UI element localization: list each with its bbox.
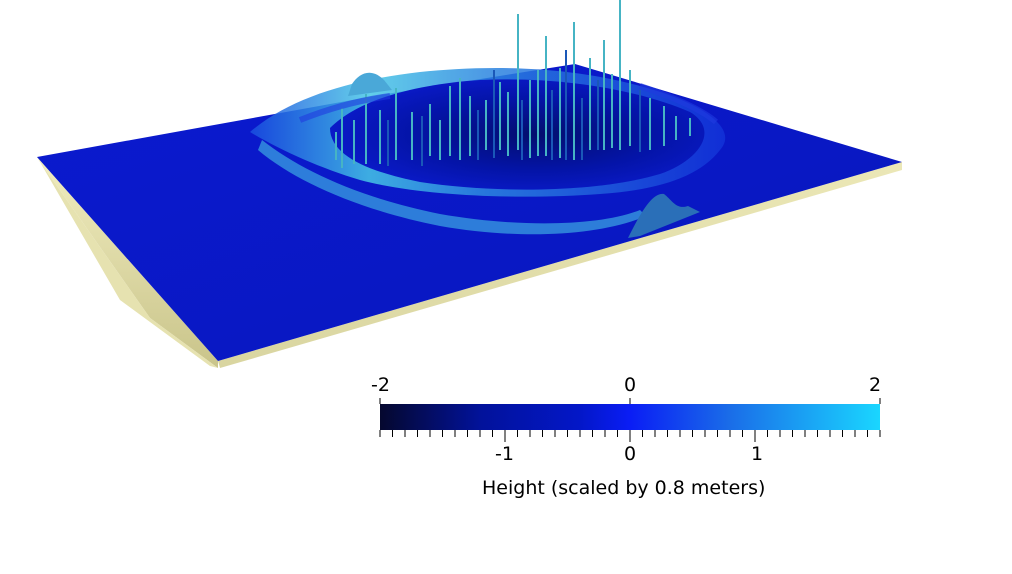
colorbar-bottom-label-0: 0	[624, 443, 637, 465]
colorbar-top-label-min: -2	[371, 374, 390, 396]
colorbar-title: Height (scaled by 0.8 meters)	[482, 477, 766, 499]
ripple-band	[298, 83, 718, 125]
front-right-bump	[628, 193, 700, 238]
front-side-wall	[218, 162, 902, 368]
colorbar-minor-ticks	[379, 430, 881, 442]
rear-left-bump	[348, 72, 392, 96]
colorbar-bottom-label-1: 1	[751, 443, 764, 465]
colorbar-bottom-label-neg1: -1	[495, 443, 514, 465]
crater-front-rim	[258, 140, 646, 235]
turbulence-spikes	[335, 0, 691, 168]
turbulence-spikes-dark	[387, 50, 641, 166]
colorbar-top-label-mid: 0	[624, 374, 637, 396]
left-side-wall	[37, 157, 218, 368]
colorbar-gradient	[380, 404, 880, 430]
colorbar-top-label-max: 2	[869, 374, 882, 396]
